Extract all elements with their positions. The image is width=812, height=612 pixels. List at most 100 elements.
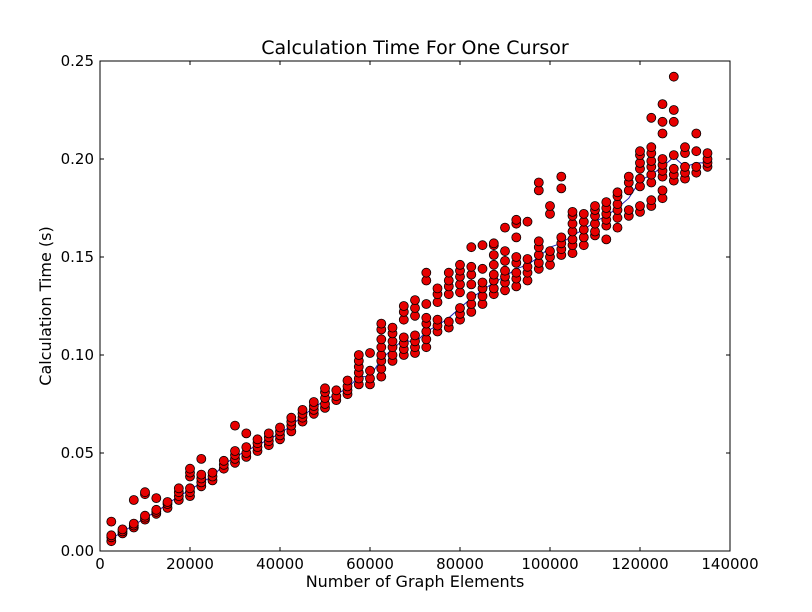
scatter-point-146 [443,267,454,278]
scatter-point-112 [387,322,398,333]
scatter-point-97 [365,365,375,376]
scatter-point-173 [488,250,499,260]
scatter-point-51 [241,442,252,453]
scatter-point-238 [612,222,623,233]
scatter-point-175 [488,238,499,249]
scatter-point-280 [668,105,679,115]
scatter-point-119 [398,301,409,311]
scatter-point-211 [556,232,567,243]
scatter-point-18 [151,504,162,515]
x-tick-label: 0 [95,555,105,573]
scatter-point-142 [443,316,454,327]
x-tick-label: 80000 [436,555,484,573]
scatter-point-272 [657,128,668,139]
scatter-point-200 [533,236,544,247]
scatter-point-181 [500,246,510,257]
scatter-point-160 [466,261,477,272]
scatter-point-205 [545,246,555,257]
y-tick-label: 0.10 [61,346,94,364]
scatter-point-278 [668,150,679,161]
scatter-point-243 [612,187,623,198]
scatter-point-40 [207,467,218,478]
scatter-point-190 [511,214,522,225]
scatter-point-165 [477,277,488,288]
scatter-point-68 [286,412,297,423]
scatter-point-288 [691,161,702,172]
scatter-point-22 [162,497,173,507]
scatter-point-258 [646,195,657,206]
scatter-point-47 [230,446,240,456]
scatter-point-274 [657,99,668,109]
scatter-point-3 [106,516,117,527]
scatter-point-182 [500,222,510,233]
scatter-point-132 [421,299,432,309]
scatter-point-123 [410,330,420,341]
chart-title: Calculation Time For One Cursor [261,37,569,59]
scatter-point-140 [432,283,443,294]
scatter-point-52 [241,428,252,439]
scatter-point-245 [623,205,634,215]
x-tick-label: 140000 [701,555,758,573]
scatter-point-6 [117,524,128,535]
scatter-point-10 [128,495,139,505]
scatter-point-26 [173,483,184,494]
x-tick-label: 100000 [521,555,578,573]
scatter-point-220 [567,206,578,217]
scatter-point-171 [488,269,499,280]
scatter-point-84 [331,385,342,396]
scatter-point-267 [657,185,668,196]
scatter-point-256 [635,146,645,157]
scatter-point-43 [218,455,229,466]
scatter-point-32 [185,463,195,474]
scatter-point-106 [376,318,387,329]
scatter-point-19 [151,493,162,504]
scatter-point-166 [477,263,488,274]
scatter-point-273 [657,116,668,127]
scatter-point-185 [511,267,522,278]
scatter-point-286 [680,142,690,153]
scatter-point-188 [511,232,522,243]
x-axis-ticks: 0 20000 40000 60000 80000 100000 120000 140000 [95,61,759,573]
y-axis-ticks: 0.00 0.05 0.10 0.15 0.20 0.25 [61,52,730,560]
y-tick-label: 0.05 [61,444,94,462]
scatter-point-237 [601,197,612,208]
scatter-point-294 [702,148,713,159]
scatter-point-167 [477,240,488,251]
scatter-point-207 [545,201,555,211]
x-axis-title: Number of Graph Elements [306,572,525,591]
scatter-point-284 [680,161,690,172]
scatter-point-187 [511,252,522,262]
scatter-point-126 [410,295,420,306]
y-tick-label: 0.00 [61,542,94,560]
scatter-point-36 [196,469,207,480]
scatter-point-161 [466,242,477,253]
scatter-point-281 [668,71,679,82]
scatter-point-252 [635,173,645,184]
scatter-point-94 [353,350,364,360]
plot-area: 0 20000 40000 60000 80000 100000 120000 140000 … [61,52,759,573]
scatter-point-98 [365,348,375,358]
scatter-point-2 [106,530,117,541]
scatter-point-48 [230,420,240,431]
scatter-point-225 [578,208,589,219]
scatter-point-29 [185,483,195,494]
y-tick-label: 0.20 [61,150,94,168]
x-tick-label: 20000 [166,555,214,573]
x-tick-label: 40000 [256,555,304,573]
scatter-point-232 [601,234,612,245]
x-tick-label: 60000 [346,555,394,573]
scatter-point-212 [556,183,567,194]
points-layer [106,71,713,547]
scatter-point-180 [500,255,510,266]
scatter-point-72 [297,404,308,415]
scatter-point-60 [263,428,274,439]
scatter-point-277 [668,163,679,174]
scatter-point-194 [522,254,533,264]
scatter-point-116 [398,332,409,343]
scatter-point-134 [421,267,432,278]
scatter-point-213 [556,171,567,182]
scatter-point-104 [376,334,387,345]
scatter-point-13 [140,510,150,521]
scatter-point-64 [275,422,285,433]
